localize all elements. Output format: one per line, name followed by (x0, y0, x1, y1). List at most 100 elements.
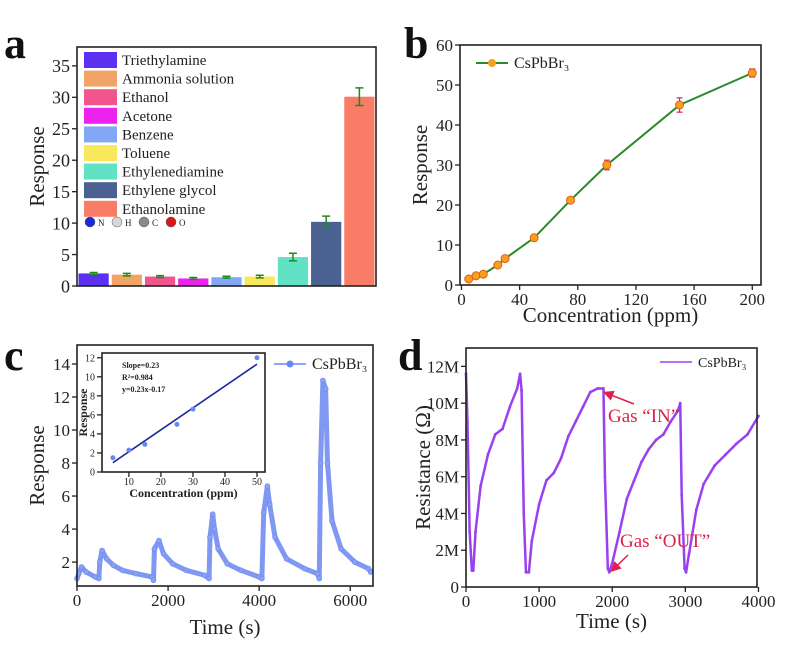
data-point (468, 530, 472, 534)
legend-label: Ethylenediamine (122, 165, 224, 181)
annotation-gas-out: Gas “OUT” (620, 531, 710, 552)
data-point (566, 434, 570, 438)
data-point (183, 567, 190, 574)
y-tick-label: 25 (52, 119, 70, 139)
y-tick-label: 12 (85, 353, 95, 364)
data-point (201, 572, 208, 579)
data-point (581, 405, 585, 409)
inset-data-point (126, 447, 132, 453)
atom-n-icon (84, 216, 96, 228)
data-point (320, 377, 326, 384)
data-point (156, 537, 162, 544)
data-point (283, 555, 290, 562)
panel-label-a: a (4, 19, 26, 68)
atom-o-icon (165, 216, 177, 228)
error-bar (322, 215, 331, 229)
bar-ethylene-glycol (311, 221, 342, 286)
data-point (522, 512, 526, 515)
data-point (654, 438, 658, 442)
data-point (474, 530, 477, 534)
y-tick-label: 0 (445, 276, 454, 295)
data-point (478, 269, 488, 279)
bar-ammonia-solution (111, 274, 142, 286)
data-point (632, 478, 636, 482)
inset-data-point (254, 355, 260, 361)
data-point (351, 559, 358, 565)
x-tick-label: 2000 (151, 591, 185, 610)
data-point (322, 385, 329, 392)
x-tick-label: 6000 (333, 591, 367, 610)
arrow-gas-out (610, 554, 629, 573)
error-bar (122, 272, 131, 277)
legend-label: Ethanol (122, 90, 169, 106)
data-point (508, 405, 512, 409)
data-point (206, 575, 212, 582)
data-point (264, 483, 271, 489)
data-point (501, 427, 504, 431)
y-tick-label: 6 (90, 410, 95, 421)
bar-benzene (211, 277, 242, 286)
data-point (724, 453, 727, 457)
inset-data-point (110, 455, 116, 461)
atom-legend-label: N (98, 218, 105, 228)
series-line (74, 377, 373, 583)
data-point (464, 274, 474, 284)
legend-swatch (84, 182, 117, 199)
y-tick-label: 2 (62, 553, 71, 572)
data-point (83, 569, 89, 575)
y-tick-label: 10 (53, 421, 70, 440)
y-axis-label: Resistance (Ω) (411, 405, 435, 530)
x-tick-label: 4000 (242, 591, 276, 610)
atom-legend-label: O (179, 218, 186, 228)
panel-c-line-chart: 2 4 6 8 10 12 14 0 2000 4000 6000 Response Time (s) C… (25, 344, 374, 639)
x-axis-label: Concentration (ppm) (129, 486, 237, 500)
legend-label: CsPbBr₃ (312, 356, 367, 373)
data-point (329, 517, 335, 524)
inset-data-point (142, 441, 148, 447)
x-tick-label: 40 (220, 477, 230, 488)
y-tick-label: 40 (436, 116, 453, 135)
data-point (524, 570, 528, 574)
error-bar (255, 274, 264, 279)
y-tick-label: 6 (62, 487, 71, 506)
data-point (150, 577, 157, 584)
x-tick-label: 120 (623, 290, 649, 309)
y-tick-label: 20 (436, 196, 453, 215)
x-tick-label: 200 (740, 290, 766, 309)
data-point (662, 433, 665, 436)
data-point (675, 100, 685, 110)
y-tick-label: 15 (52, 182, 70, 202)
y-tick-label: 30 (436, 156, 453, 175)
x-tick-label: 1000 (522, 592, 556, 611)
legend-label: Toluene (122, 146, 170, 162)
y-tick-label: 8 (90, 391, 95, 402)
series-line (468, 72, 753, 280)
data-point (552, 471, 556, 475)
bar-acetone (178, 278, 209, 286)
data-point (746, 433, 749, 436)
data-point (530, 539, 534, 543)
legend-swatch (84, 70, 117, 87)
data-point (647, 447, 651, 451)
data-point (316, 575, 323, 582)
data-point (110, 562, 117, 569)
legend-label: Acetone (122, 109, 172, 125)
data-point (78, 564, 85, 570)
data-point (259, 575, 265, 582)
data-point (207, 534, 213, 541)
data-point (603, 475, 607, 479)
data-point (471, 271, 481, 281)
panel-d-line-chart: 0 2M 4M 6M 8M 10M 12M 0 1000 2000 3000 4000 Resistan… (411, 347, 775, 633)
x-axis-label: Time (s) (190, 615, 261, 639)
error-bar (89, 271, 98, 276)
x-tick-label: 20 (156, 477, 166, 488)
y-tick-label: 2 (90, 448, 95, 459)
data-point (537, 502, 541, 506)
y-tick-label: 30 (52, 88, 70, 108)
data-point (669, 420, 673, 423)
data-point (596, 387, 600, 390)
atom-legend-label: C (152, 218, 158, 228)
error-bar (156, 274, 165, 279)
data-point (493, 260, 503, 270)
data-point (209, 511, 216, 517)
